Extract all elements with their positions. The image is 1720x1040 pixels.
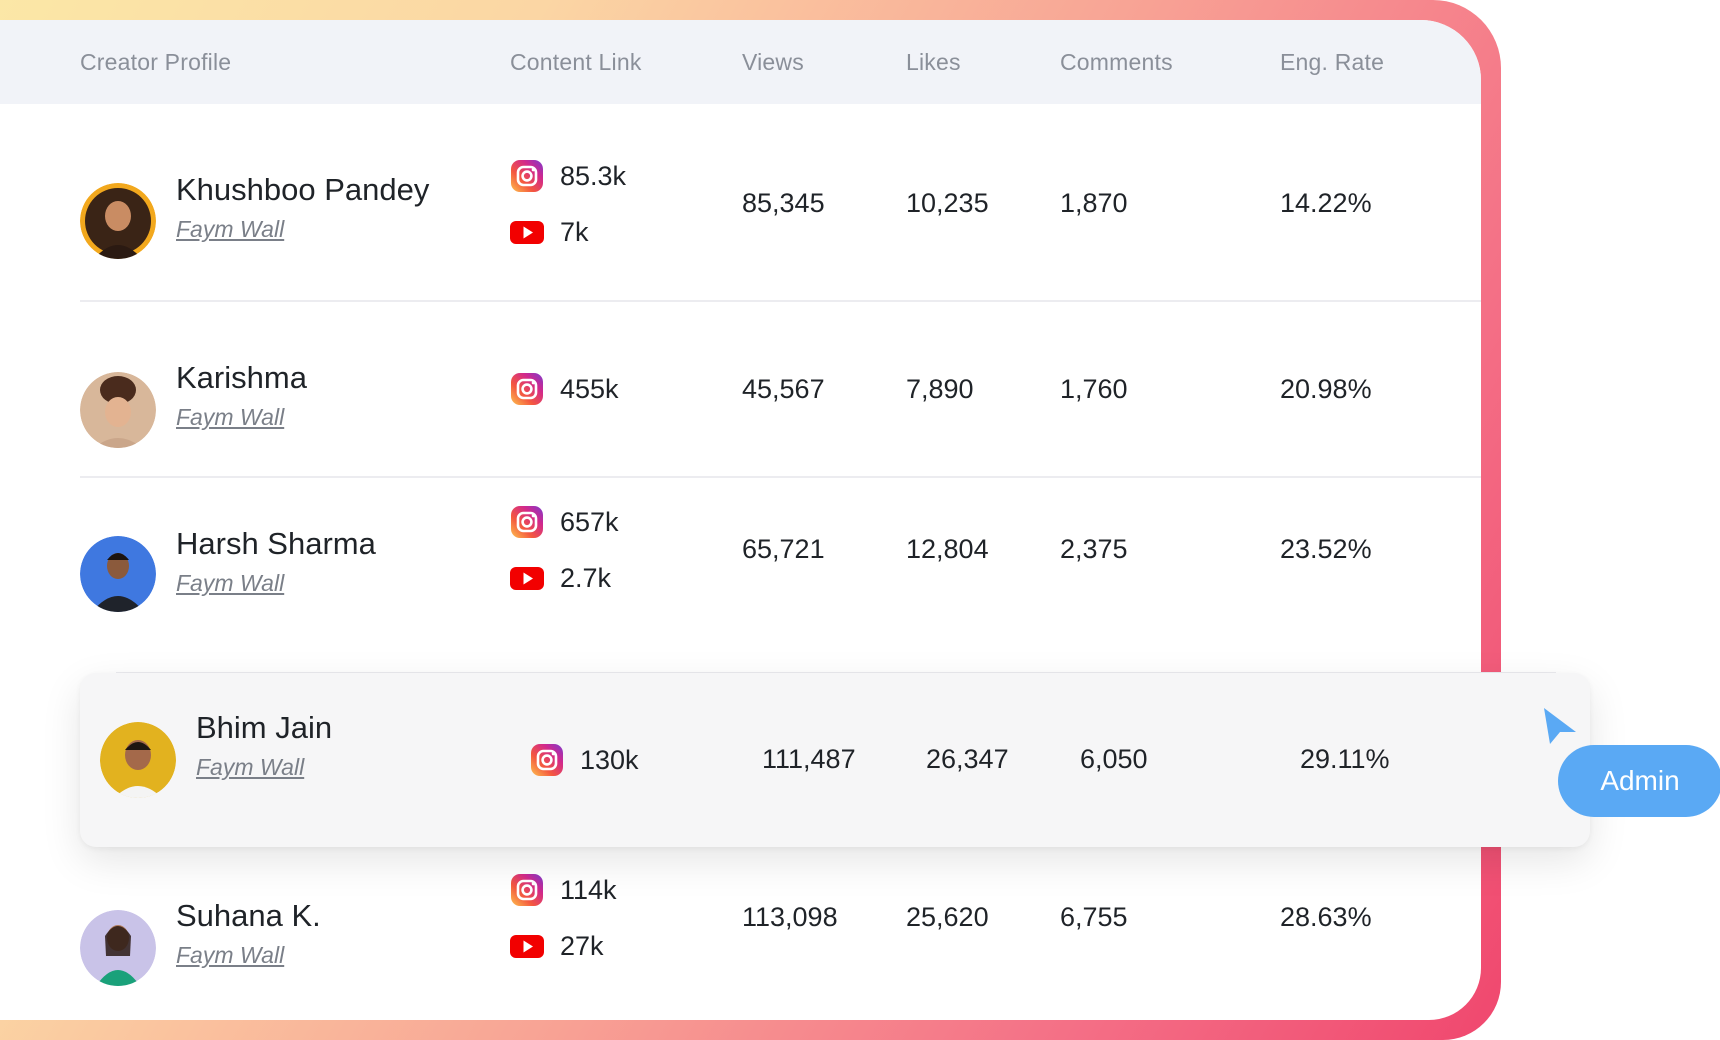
table-header: Creator Profile Content Link Views Likes… (0, 20, 1481, 104)
faym-wall-link[interactable]: Faym Wall (176, 404, 285, 430)
instagram-icon (531, 744, 563, 776)
cursor-arrow-icon (1544, 708, 1576, 744)
views-value: 65,721 (742, 534, 825, 564)
youtube-icon (510, 935, 544, 958)
creator-name[interactable]: Karishma (176, 360, 307, 395)
likes-value: 26,347 (926, 744, 1009, 774)
instagram-stat[interactable]: 130k (530, 743, 639, 777)
header-creator-profile[interactable]: Creator Profile (80, 49, 232, 75)
table-row[interactable]: Harsh Sharma Faym Wall 657k 2.7k 65,721 … (0, 478, 1481, 670)
youtube-count: 2.7k (560, 562, 612, 593)
avatar[interactable] (80, 910, 156, 986)
header-likes[interactable]: Likes (906, 49, 961, 75)
instagram-icon (511, 874, 543, 906)
faym-wall-link[interactable]: Faym Wall (176, 216, 285, 242)
comments-value: 1,760 (1060, 374, 1128, 404)
instagram-count: 130k (580, 744, 639, 775)
row-divider (80, 476, 1481, 478)
faym-wall-link[interactable]: Faym Wall (176, 570, 285, 596)
instagram-count: 114k (560, 874, 617, 905)
header-views[interactable]: Views (742, 49, 804, 75)
instagram-icon (511, 373, 543, 405)
views-value: 85,345 (742, 188, 825, 218)
youtube-stat[interactable]: 2.7k (510, 561, 611, 595)
admin-cursor-badge: Admin (1558, 745, 1720, 817)
table-row[interactable]: Suhana K. Faym Wall 114k 27k 113,098 25,… (0, 868, 1481, 1020)
views-value: 111,487 (762, 744, 856, 774)
header-comments[interactable]: Comments (1060, 49, 1173, 75)
creator-name[interactable]: Bhim Jain (196, 710, 333, 745)
eng-rate-value: 23.52% (1280, 534, 1372, 564)
likes-value: 7,890 (906, 374, 974, 404)
table-row-highlighted[interactable]: Bhim Jain Faym Wall 130k 111,487 26,347 … (80, 673, 1590, 847)
comments-value: 2,375 (1060, 534, 1128, 564)
eng-rate-value: 20.98% (1280, 374, 1372, 404)
views-value: 113,098 (742, 902, 838, 932)
instagram-stat[interactable]: 455k (510, 372, 619, 406)
eng-rate-value: 14.22% (1280, 188, 1372, 218)
eng-rate-value: 29.11% (1300, 744, 1390, 774)
header-eng-rate[interactable]: Eng. Rate (1280, 49, 1385, 75)
creator-name[interactable]: Suhana K. (176, 898, 321, 933)
likes-value: 12,804 (906, 534, 989, 564)
avatar[interactable] (100, 722, 176, 798)
faym-wall-link[interactable]: Faym Wall (176, 942, 285, 968)
instagram-count: 455k (560, 373, 619, 404)
comments-value: 6,050 (1080, 744, 1148, 774)
youtube-count: 27k (560, 930, 604, 961)
instagram-stat[interactable]: 114k (510, 873, 617, 907)
creator-name[interactable]: Harsh Sharma (176, 526, 376, 561)
avatar[interactable] (80, 536, 156, 612)
youtube-stat[interactable]: 27k (510, 929, 604, 963)
comments-value: 6,755 (1060, 902, 1128, 932)
likes-value: 10,235 (906, 188, 989, 218)
creator-name[interactable]: Khushboo Pandey (176, 172, 430, 207)
table-row[interactable]: Karishma Faym Wall 455k 45,567 7,890 1,7… (0, 302, 1481, 478)
creator-table-card: Creator Profile Content Link Views Likes… (0, 20, 1481, 1020)
eng-rate-value: 28.63% (1280, 902, 1372, 932)
youtube-icon (510, 221, 544, 244)
instagram-count: 657k (560, 506, 619, 537)
instagram-icon (511, 506, 543, 538)
avatar[interactable] (80, 183, 156, 259)
row-divider (80, 300, 1481, 302)
instagram-stat[interactable]: 657k (510, 505, 619, 539)
header-content-link[interactable]: Content Link (510, 49, 642, 75)
instagram-icon (511, 160, 543, 192)
views-value: 45,567 (742, 374, 825, 404)
comments-value: 1,870 (1060, 188, 1128, 218)
youtube-icon (510, 567, 544, 590)
table-row[interactable]: Khushboo Pandey Faym Wall 85.3k 7k 85,34… (0, 104, 1481, 300)
faym-wall-link[interactable]: Faym Wall (196, 754, 305, 780)
likes-value: 25,620 (906, 902, 989, 932)
instagram-count: 85.3k (560, 160, 627, 191)
instagram-stat[interactable]: 85.3k (510, 159, 626, 193)
youtube-stat[interactable]: 7k (510, 215, 589, 249)
avatar[interactable] (80, 372, 156, 448)
youtube-count: 7k (560, 216, 589, 247)
